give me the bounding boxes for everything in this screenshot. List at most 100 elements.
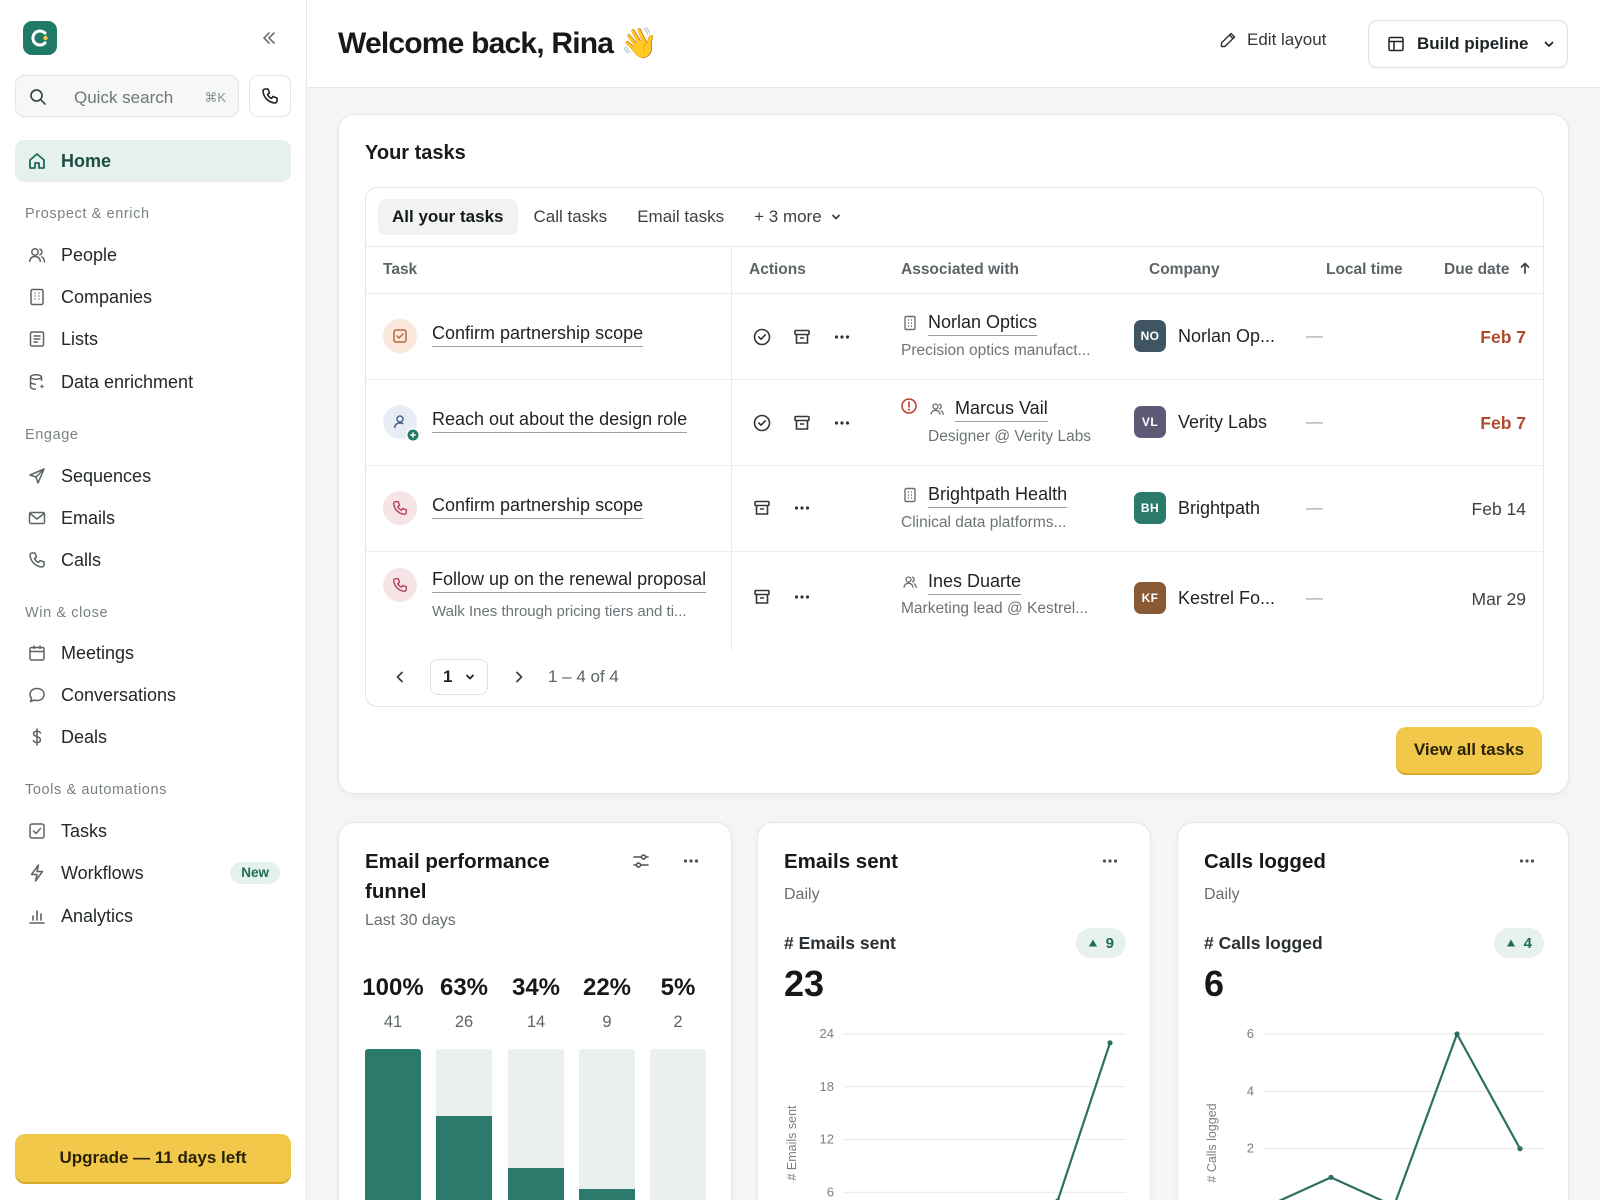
sidebar-item-data-enrichment[interactable]: Data enrichment [15, 361, 291, 403]
sidebar-item-lists[interactable]: Lists [15, 318, 291, 360]
task-name[interactable]: Reach out about the design role [432, 409, 688, 433]
build-pipeline-button[interactable]: Build pipeline [1368, 20, 1568, 68]
task-name[interactable]: Confirm partnership scope [432, 323, 644, 347]
due-date: Mar 29 [1471, 589, 1526, 609]
more-actions-button[interactable] [790, 585, 814, 609]
upgrade-button[interactable]: Upgrade — 11 days left [15, 1134, 291, 1182]
column-header-company[interactable]: Company [1149, 261, 1220, 278]
tab-more[interactable]: + 3 more [740, 199, 856, 235]
sidebar-item-conversations[interactable]: Conversations [15, 674, 291, 716]
next-page-button[interactable] [507, 665, 531, 689]
column-header-due-date[interactable]: Due date [1444, 261, 1532, 279]
dialer-button[interactable] [249, 75, 291, 117]
sidebar: Quick search ⌘K Home Prospect & enrich P… [0, 0, 307, 1200]
funnel-bar [508, 1049, 564, 1200]
more-actions-button[interactable] [830, 411, 854, 435]
complete-task-button[interactable] [750, 411, 774, 435]
company-name[interactable]: Brightpath [1178, 498, 1261, 518]
metric-value: 6 [1204, 963, 1225, 1004]
app-logo[interactable] [23, 21, 57, 55]
table-row[interactable]: Follow up on the renewal proposal Walk I… [366, 552, 1543, 648]
sidebar-item-emails[interactable]: Emails [15, 497, 291, 539]
card-menu-button[interactable] [1515, 849, 1539, 873]
funnel-percent: 22% [582, 974, 632, 1001]
archive-icon [754, 500, 770, 515]
sidebar-item-people[interactable]: People [15, 234, 291, 276]
delta-value: 9 [1105, 934, 1114, 952]
funnel-percent: 34% [511, 974, 561, 1001]
archive-task-button[interactable] [790, 411, 814, 435]
more-actions-button[interactable] [790, 496, 814, 520]
sidebar-item-label: Companies [61, 286, 153, 307]
page-select[interactable]: 1 [430, 659, 488, 695]
sidebar-item-home[interactable]: Home [15, 140, 291, 182]
sidebar-item-meetings[interactable]: Meetings [15, 632, 291, 674]
sidebar-item-label: Sequences [61, 465, 152, 486]
funnel-count: 14 [526, 1013, 546, 1031]
sidebar-item-label: Conversations [61, 684, 177, 705]
tab-all-tasks[interactable]: All your tasks [378, 199, 518, 235]
view-all-tasks-button[interactable]: View all tasks [1396, 727, 1542, 773]
funnel-count: 26 [454, 1013, 474, 1031]
tab-email-tasks[interactable]: Email tasks [637, 207, 725, 226]
archive-task-button[interactable] [750, 496, 774, 520]
column-header-local-time[interactable]: Local time [1326, 261, 1403, 278]
tasks-title: Your tasks [365, 142, 466, 164]
page-title: Welcome back, Rina 👋 [338, 27, 658, 60]
quick-search-input[interactable]: Quick search ⌘K [15, 75, 239, 117]
company-name[interactable]: Kestrel Fo... [1178, 588, 1276, 608]
funnel-bar-fill [579, 1189, 635, 1200]
card-title: Email performance funnel [365, 850, 550, 903]
sidebar-item-label: Meetings [61, 642, 135, 663]
column-header-associated[interactable]: Associated with [901, 261, 1019, 278]
associated-record-link[interactable]: Marcus Vail [955, 398, 1048, 422]
sidebar-item-sequences[interactable]: Sequences [15, 455, 291, 497]
data-point[interactable] [1454, 1031, 1460, 1037]
section-heading: Engage [25, 427, 79, 443]
associated-record-link[interactable]: Brightpath Health [928, 484, 1068, 508]
table-row[interactable]: Confirm partnership scope Norlan Optics … [366, 294, 1543, 380]
card-menu-button[interactable] [1098, 849, 1122, 873]
column-header-task[interactable]: Task [383, 261, 418, 278]
filter-button[interactable] [629, 849, 653, 873]
due-date: Feb 14 [1471, 499, 1526, 519]
archive-task-button[interactable] [750, 585, 774, 609]
associated-record-link[interactable]: Ines Duarte [928, 571, 1022, 595]
call-task-icon [383, 568, 417, 602]
sidebar-item-analytics[interactable]: Analytics [15, 895, 291, 937]
previous-page-button[interactable] [388, 665, 412, 689]
task-tabs: All your tasks Call tasks Email tasks + … [378, 199, 858, 235]
archive-icon [754, 589, 770, 604]
associated-record-link[interactable]: Norlan Optics [928, 312, 1038, 336]
table-row[interactable]: Reach out about the design role Marcus V… [366, 380, 1543, 466]
search-placeholder: Quick search [74, 88, 174, 107]
data-point[interactable] [1107, 1040, 1113, 1046]
archive-task-button[interactable] [790, 325, 814, 349]
funnel-percent: 100% [362, 974, 424, 1001]
complete-task-button[interactable] [750, 325, 774, 349]
more-horizontal-icon [794, 506, 810, 510]
task-name[interactable]: Confirm partnership scope [432, 495, 644, 519]
data-point[interactable] [1328, 1174, 1334, 1180]
sidebar-item-calls[interactable]: Calls [15, 539, 291, 581]
company-name[interactable]: Norlan Op... [1178, 326, 1276, 346]
sidebar-item-tasks[interactable]: Tasks [15, 810, 291, 852]
card-title: Emails sent [784, 850, 898, 873]
layout-icon [1388, 36, 1404, 52]
collapse-sidebar-button[interactable] [258, 27, 280, 49]
table-row[interactable]: Confirm partnership scope Brightpath Hea… [366, 466, 1543, 552]
data-point[interactable] [1517, 1146, 1523, 1152]
card-menu-button[interactable] [679, 849, 703, 873]
task-name[interactable]: Follow up on the renewal proposal [432, 569, 707, 593]
sidebar-item-companies[interactable]: Companies [15, 276, 291, 318]
sidebar-item-label: Deals [61, 726, 108, 747]
more-actions-button[interactable] [830, 325, 854, 349]
tab-call-tasks[interactable]: Call tasks [533, 207, 608, 226]
people-icon [27, 245, 47, 265]
edit-layout-button[interactable]: Edit layout [1219, 30, 1326, 50]
people-icon [928, 400, 946, 418]
company-name[interactable]: Verity Labs [1178, 412, 1268, 432]
sidebar-item-workflows[interactable]: Workflows New [15, 852, 291, 894]
chat-icon [27, 685, 47, 705]
sidebar-item-deals[interactable]: Deals [15, 716, 291, 758]
